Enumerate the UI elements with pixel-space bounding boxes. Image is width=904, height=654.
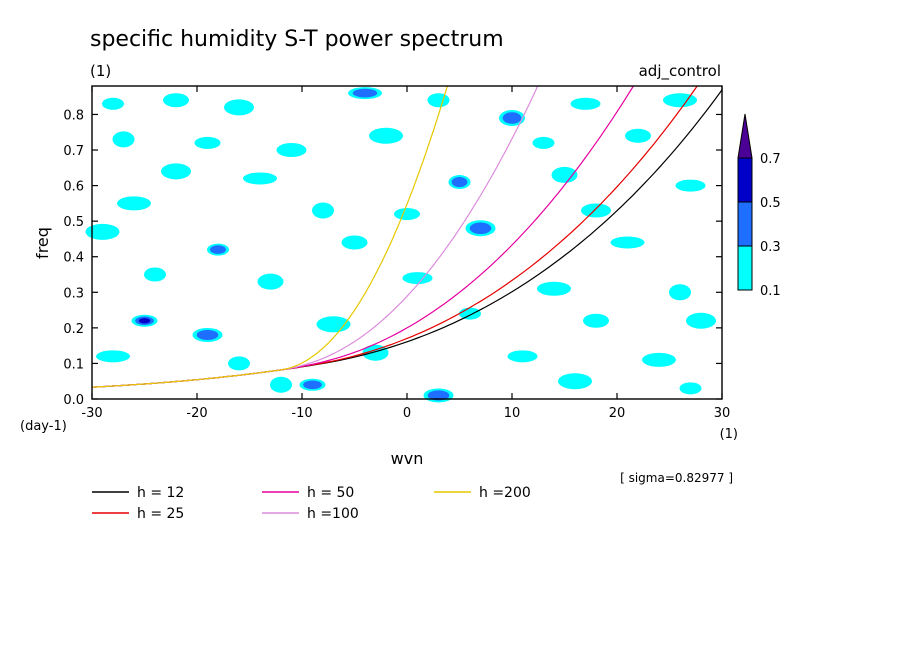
y-unit-label: (day-1) xyxy=(20,419,67,434)
y-tick-label: 0.8 xyxy=(63,108,84,123)
contour-blob xyxy=(663,93,697,108)
y-tick-label: 0.5 xyxy=(63,215,84,230)
dispersion-curve xyxy=(92,86,539,388)
colorbar-segment xyxy=(737,245,753,291)
contour-blob xyxy=(102,97,124,110)
y-axis-label: freq xyxy=(33,227,52,259)
colorbar-label: 0.1 xyxy=(760,284,781,299)
contour-blob xyxy=(362,344,389,361)
contour-blob xyxy=(551,166,578,183)
y-tick-label: 0.4 xyxy=(63,251,84,266)
contour-blob xyxy=(469,222,492,235)
contour-blob xyxy=(138,318,151,324)
contour-blob xyxy=(210,245,226,254)
legend-label: h =100 xyxy=(307,506,359,522)
colorbar-label: 0.7 xyxy=(760,152,781,167)
contour-blob xyxy=(686,312,716,329)
contour-blob xyxy=(402,272,433,285)
contour-blob xyxy=(427,93,450,108)
colorbar-segment xyxy=(737,157,753,203)
contour-blob xyxy=(161,163,191,180)
contour-blob xyxy=(583,313,609,328)
contour-fill-layer xyxy=(85,87,716,403)
contour-blob xyxy=(625,128,651,143)
contour-blob xyxy=(228,356,250,371)
contour-blob xyxy=(163,93,189,108)
y-tick-label: 0.3 xyxy=(63,286,84,301)
contour-blob xyxy=(112,131,135,148)
contour-blob xyxy=(144,267,166,282)
contour-blob xyxy=(312,202,334,219)
contour-blob xyxy=(669,284,691,301)
y-tick-label: 0.0 xyxy=(63,393,84,408)
x-tick-label: -10 xyxy=(291,406,312,421)
contour-blob xyxy=(196,329,219,341)
colorbar-segment xyxy=(737,201,753,247)
contour-blob xyxy=(352,88,378,98)
legend: h = 12 h = 25 h = 50 h =100 h =200 xyxy=(92,485,531,522)
x-unit-label: (1) xyxy=(720,427,738,442)
colorbar: 0.1 0.3 0.5 0.7 xyxy=(737,113,781,299)
contour-blob xyxy=(532,136,555,149)
contour-blob xyxy=(459,307,481,320)
contour-blob xyxy=(451,176,468,188)
sigma-label: [ sigma=0.82977 ] xyxy=(620,471,733,485)
chart-subtitle-left: (1) xyxy=(90,62,111,80)
contour-blob xyxy=(303,380,322,390)
x-tick-label: -20 xyxy=(186,406,207,421)
colorbar-label: 0.5 xyxy=(760,196,781,211)
contour-blob xyxy=(341,235,368,250)
contour-blob xyxy=(85,223,120,240)
x-tick-label: 0 xyxy=(403,406,411,421)
contour-blob xyxy=(369,127,403,144)
y-tick-label: 0.7 xyxy=(63,144,84,159)
contour-blob xyxy=(679,382,702,395)
contour-blob xyxy=(194,136,221,149)
contour-blob xyxy=(316,316,351,333)
legend-label: h =200 xyxy=(479,485,531,501)
x-tick-label: 30 xyxy=(714,406,731,421)
y-tick-label: 0.2 xyxy=(63,322,84,337)
contour-blob xyxy=(581,203,611,218)
contour-blob xyxy=(537,281,571,296)
contour-blob xyxy=(96,350,130,363)
contour-blob xyxy=(224,99,254,116)
x-tick-label: -30 xyxy=(81,406,102,421)
y-axis-ticks: 0.0 0.1 0.2 0.3 0.4 0.5 0.6 0.7 0.8 xyxy=(63,108,722,408)
colorbar-label: 0.3 xyxy=(760,240,781,255)
dispersion-curve xyxy=(92,86,448,388)
contour-blob xyxy=(642,352,676,367)
contour-blob xyxy=(257,273,284,290)
contour-blob xyxy=(610,236,645,249)
contour-blob xyxy=(507,350,538,363)
dispersion-curve xyxy=(92,86,635,388)
x-axis-label: wvn xyxy=(391,449,424,468)
x-axis-ticks: -30 -20 -10 0 10 20 30 xyxy=(81,86,730,421)
contour-blob xyxy=(270,376,292,393)
contour-blob xyxy=(675,179,706,192)
experiment-label: adj_control xyxy=(639,62,721,81)
contour-blob xyxy=(394,208,420,221)
x-tick-label: 10 xyxy=(504,406,521,421)
x-tick-label: 20 xyxy=(609,406,626,421)
y-tick-label: 0.1 xyxy=(63,357,84,372)
legend-label: h = 50 xyxy=(307,485,354,501)
legend-label: h = 25 xyxy=(137,506,184,522)
y-tick-label: 0.6 xyxy=(63,180,84,195)
contour-blob xyxy=(558,373,592,390)
dispersion-curve-layer xyxy=(92,86,722,388)
chart-title: specific humidity S-T power spectrum xyxy=(90,27,504,52)
contour-blob xyxy=(276,143,307,158)
contour-blob xyxy=(117,196,151,211)
contour-blob xyxy=(502,112,522,124)
colorbar-arrow xyxy=(737,113,753,159)
contour-blob xyxy=(243,172,277,185)
contour-blob xyxy=(570,97,601,110)
contour-blob xyxy=(427,390,450,401)
legend-label: h = 12 xyxy=(137,485,184,501)
